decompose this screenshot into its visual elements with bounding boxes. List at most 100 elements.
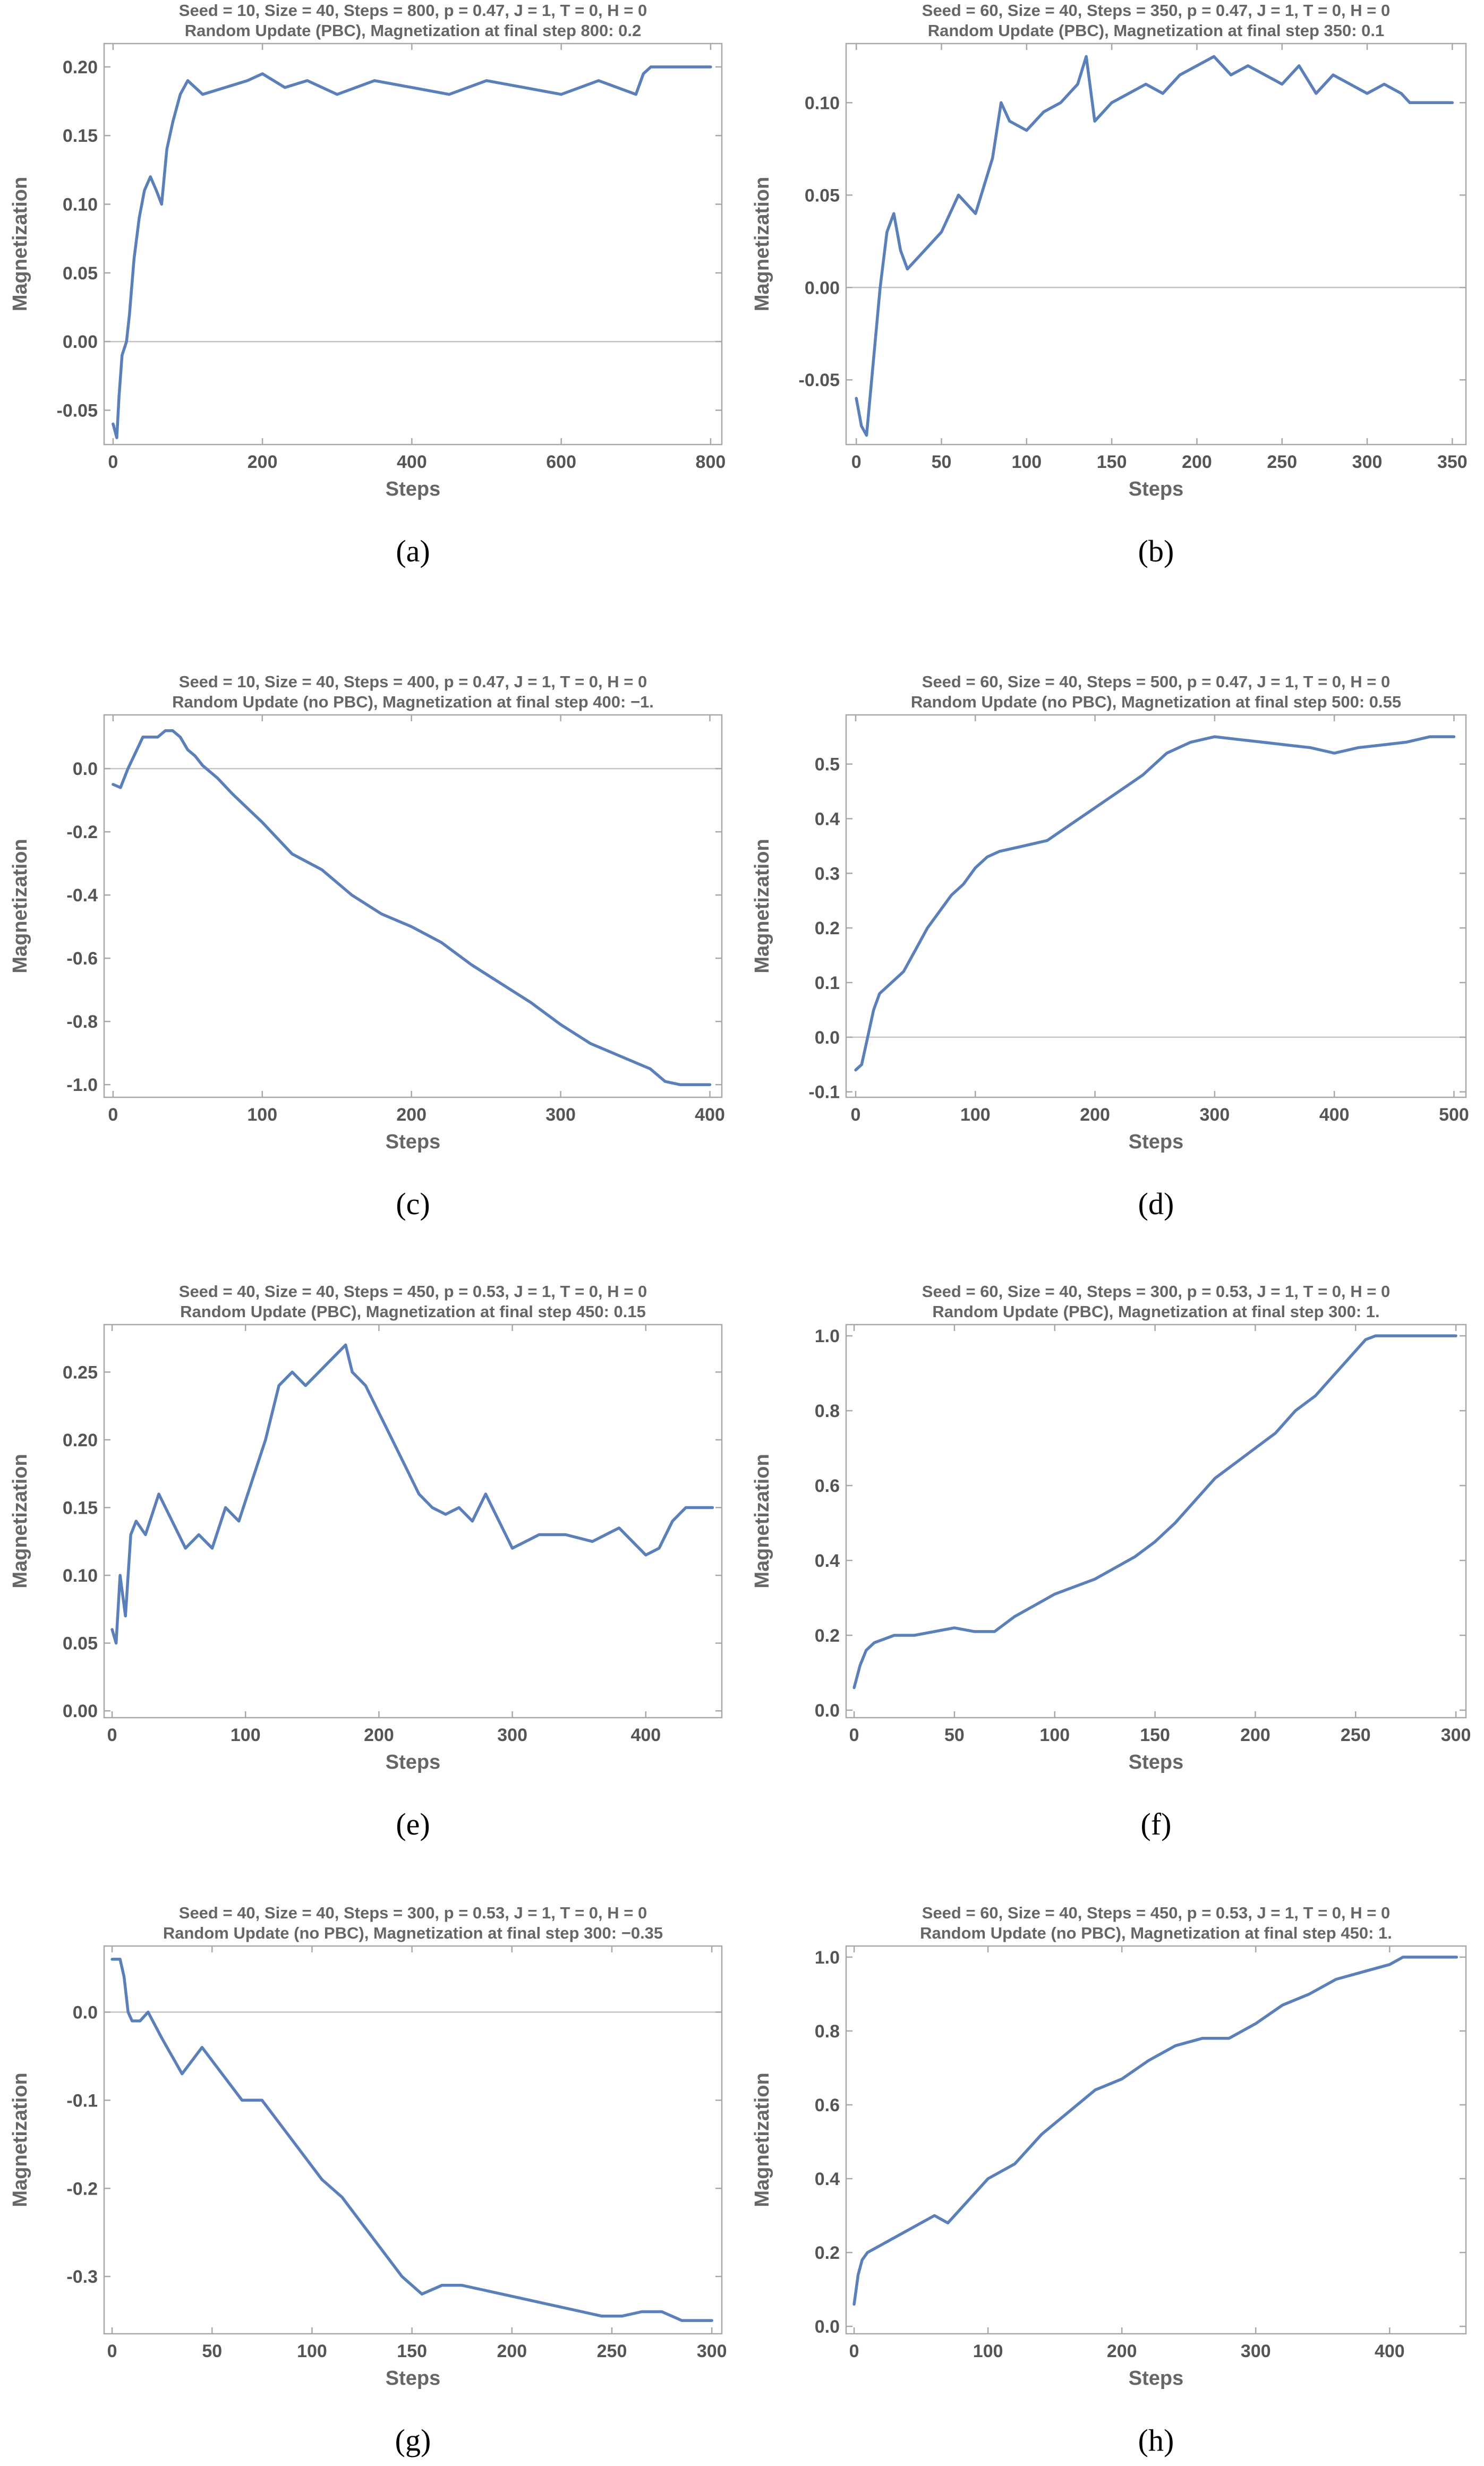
x-tick-label: 400	[630, 1725, 661, 1745]
y-tick-label: 0.3	[815, 864, 840, 884]
chart-panel-a: Seed = 10, Size = 40, Steps = 800, p = 0…	[9, 1, 726, 568]
x-tick-label: 200	[1107, 2341, 1137, 2361]
y-tick-label: 0.05	[63, 1634, 98, 1654]
panel-caption: (a)	[396, 534, 430, 568]
x-tick-label: 300	[1241, 2341, 1271, 2361]
series-line-0	[110, 1958, 713, 2322]
chart-panel-g: Seed = 40, Size = 40, Steps = 300, p = 0…	[9, 1904, 727, 2458]
panel-caption: (d)	[1138, 1187, 1174, 1221]
chart-subtitle: Random Update (no PBC), Magnetization at…	[911, 693, 1401, 711]
plot-frame	[103, 1945, 723, 2335]
series-line-0	[112, 65, 712, 439]
x-tick-label: 200	[1182, 452, 1212, 472]
x-tick-label: 300	[497, 1725, 527, 1745]
x-axis-label: Steps	[386, 2367, 440, 2390]
x-tick-label: 100	[1039, 1725, 1070, 1745]
y-tick-label: 0.10	[805, 93, 840, 113]
chart-title: Seed = 60, Size = 40, Steps = 500, p = 0…	[922, 672, 1390, 691]
chart-title: Seed = 60, Size = 40, Steps = 450, p = 0…	[922, 1904, 1390, 1922]
x-tick-label: 350	[1437, 452, 1468, 472]
plot-frame	[845, 1324, 1467, 1719]
y-tick-label: -0.2	[66, 822, 98, 842]
series-line-0	[855, 55, 1454, 437]
y-tick-label: -0.05	[799, 370, 840, 390]
panel-caption: (c)	[396, 1187, 430, 1221]
y-tick-label: 0.0	[73, 2002, 98, 2023]
x-tick-label: 50	[932, 452, 952, 472]
chart-panel-c: Seed = 10, Size = 40, Steps = 400, p = 0…	[9, 672, 725, 1221]
chart-subtitle: Random Update (no PBC), Magnetization at…	[172, 693, 654, 711]
y-axis-label: Magnetization	[751, 177, 773, 311]
chart-panel-d: Seed = 60, Size = 40, Steps = 500, p = 0…	[751, 672, 1469, 1221]
x-tick-label: 150	[397, 2341, 427, 2361]
y-tick-label: 0.00	[63, 1701, 98, 1721]
y-tick-label: 0.20	[63, 57, 98, 78]
y-tick-label: 0.0	[815, 1028, 840, 1048]
y-tick-label: 0.2	[815, 1626, 840, 1646]
panel-caption: (b)	[1138, 534, 1174, 568]
chart-subtitle: Random Update (PBC), Magnetization at fi…	[180, 1302, 646, 1321]
x-tick-label: 200	[1080, 1105, 1110, 1125]
y-tick-label: 0.4	[815, 809, 840, 829]
x-tick-label: 250	[597, 2341, 627, 2361]
chart-subtitle: Random Update (no PBC), Magnetization at…	[920, 1924, 1392, 1942]
chart-title: Seed = 40, Size = 40, Steps = 450, p = 0…	[179, 1282, 647, 1301]
x-tick-label: 400	[1319, 1105, 1350, 1125]
y-axis-label: Magnetization	[9, 177, 31, 311]
x-tick-label: 50	[202, 2341, 222, 2361]
x-tick-label: 800	[696, 452, 726, 472]
x-axis-label: Steps	[1129, 1131, 1183, 1153]
y-axis-label: Magnetization	[9, 2072, 31, 2207]
y-axis-label: Magnetization	[751, 2072, 773, 2207]
x-tick-label: 100	[247, 1105, 277, 1125]
y-tick-label: 0.10	[63, 195, 98, 215]
x-tick-label: 0	[107, 1725, 117, 1745]
series-line-0	[854, 735, 1456, 1072]
chart-panel-h: Seed = 60, Size = 40, Steps = 450, p = 0…	[751, 1904, 1467, 2458]
chart-subtitle: Random Update (no PBC), Magnetization at…	[163, 1924, 663, 1942]
y-tick-label: -0.1	[808, 1082, 840, 1103]
chart-title: Seed = 10, Size = 40, Steps = 400, p = 0…	[179, 672, 647, 691]
x-tick-label: 50	[944, 1725, 965, 1745]
chart-subtitle: Random Update (PBC), Magnetization at fi…	[932, 1302, 1379, 1321]
y-tick-label: -0.4	[66, 885, 98, 906]
x-tick-label: 100	[960, 1105, 991, 1125]
x-tick-label: 400	[695, 1105, 725, 1125]
chart-panel-e: Seed = 40, Size = 40, Steps = 450, p = 0…	[9, 1282, 723, 1841]
chart-title: Seed = 60, Size = 40, Steps = 300, p = 0…	[922, 1282, 1390, 1301]
plot-frame	[845, 714, 1467, 1098]
y-tick-label: 0.4	[815, 1551, 840, 1571]
x-axis-label: Steps	[1129, 2367, 1183, 2390]
plot-frame	[845, 42, 1467, 446]
y-tick-label: 0.00	[63, 332, 98, 352]
y-tick-label: -0.6	[66, 949, 98, 969]
x-tick-label: 300	[545, 1105, 576, 1125]
y-tick-label: -0.8	[66, 1012, 98, 1032]
x-tick-label: 150	[1097, 452, 1127, 472]
y-tick-label: 1.0	[815, 1948, 840, 1968]
panel-caption: (g)	[395, 2423, 431, 2458]
y-tick-label: 0.00	[805, 278, 840, 298]
y-tick-label: 0.10	[63, 1566, 98, 1586]
y-tick-label: -0.3	[66, 2267, 98, 2287]
x-tick-label: 0	[108, 452, 118, 472]
x-axis-label: Steps	[386, 1131, 440, 1153]
y-tick-label: 0.0	[815, 2317, 840, 2337]
y-axis-label: Magnetization	[9, 839, 31, 973]
y-tick-label: 0.5	[815, 755, 840, 775]
y-tick-label: -0.2	[66, 2179, 98, 2199]
plot-frame	[103, 714, 723, 1098]
x-tick-label: 200	[497, 2341, 527, 2361]
x-tick-label: 400	[1375, 2341, 1405, 2361]
y-tick-label: 0.15	[63, 1498, 98, 1518]
x-axis-label: Steps	[386, 478, 440, 500]
y-tick-label: 0.20	[63, 1430, 98, 1450]
y-tick-label: 0.15	[63, 126, 98, 146]
x-tick-label: 100	[231, 1725, 261, 1745]
x-tick-label: 300	[1352, 452, 1383, 472]
chart-title: Seed = 60, Size = 40, Steps = 350, p = 0…	[922, 1, 1390, 20]
plot-frame	[103, 1324, 723, 1719]
y-tick-label: -0.05	[57, 400, 98, 421]
y-tick-label: 1.0	[815, 1326, 840, 1346]
